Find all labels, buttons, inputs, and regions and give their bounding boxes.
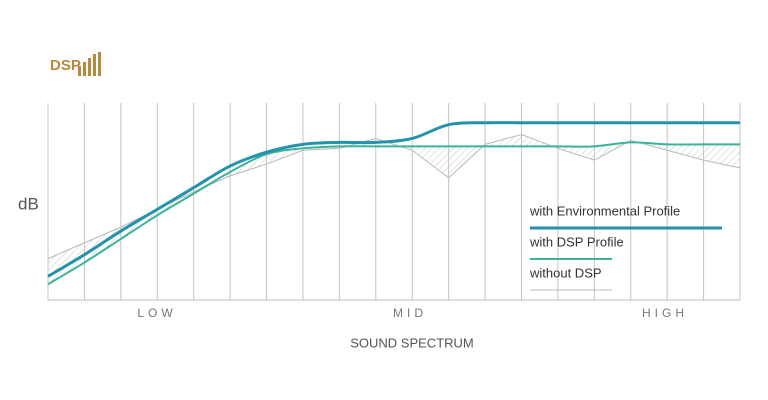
legend-label: with Environmental Profile (529, 203, 680, 218)
series-line (47, 133, 741, 260)
logo: DSP (50, 52, 102, 80)
logo-bar (93, 54, 96, 76)
logo-bar (98, 52, 101, 76)
region-label: LOW (137, 306, 176, 320)
y-axis-label: dB (18, 194, 39, 213)
logo-bar (88, 58, 91, 76)
logo-bar (83, 62, 86, 76)
legend-label: with DSP Profile (529, 234, 624, 249)
hatch-area (48, 134, 740, 285)
x-axis-label: SOUND SPECTRUM (350, 335, 474, 350)
series-line (47, 141, 740, 286)
logo-text: DSP (50, 57, 81, 74)
series-line (47, 121, 740, 278)
region-label: HIGH (642, 306, 688, 320)
grid (47, 103, 741, 300)
region-label: MID (393, 306, 427, 320)
legend-label: without DSP (529, 265, 602, 280)
logo-bar (78, 66, 81, 76)
legend: with Environmental Profile with DSP Profi… (529, 203, 722, 291)
plot (47, 121, 741, 286)
